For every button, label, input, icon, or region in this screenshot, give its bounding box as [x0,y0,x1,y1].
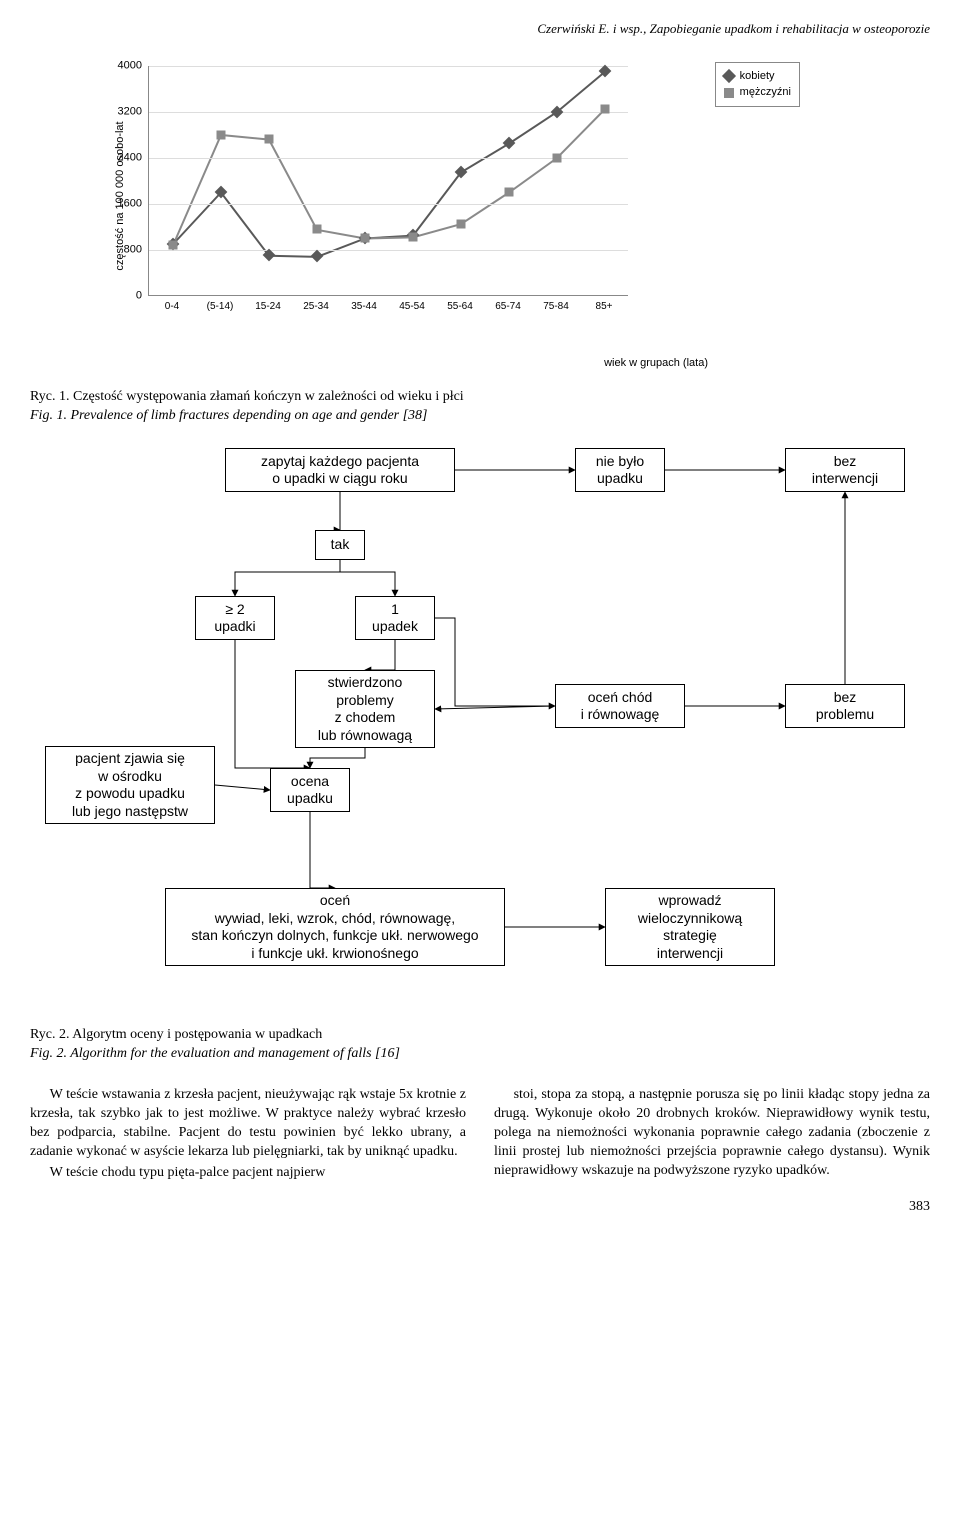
flowchart-node-none: nie było upadku [575,448,665,492]
figure-1-caption-pl: Ryc. 1. Częstość występowania złamań koń… [30,388,930,407]
chart-xtick: (5-14) [207,300,234,314]
flowchart-node-gait: oceń chód i równowagę [555,684,685,728]
flowchart-node-ocena: ocena upadku [270,768,350,812]
chart-ytick: 3200 [118,104,142,119]
chart-figure-1: częstość na 100 000 osobo-lat 0800160024… [100,56,720,336]
chart-legend-item: mężczyźni [724,85,791,100]
figure-2-caption-en: Fig. 2. Algorithm for the evaluation and… [30,1045,930,1064]
chart-ytick: 0 [136,288,142,303]
chart-marker [553,153,562,162]
chart-xtick: 15-24 [255,300,281,314]
chart-ytick: 4000 [118,58,142,73]
body-paragraph: stoi, stopa za stopą, a następnie porusz… [494,1086,930,1180]
chart-xtick: 55-64 [447,300,473,314]
chart-marker [361,234,370,243]
chart-marker [505,188,514,197]
flowchart-node-q: zapytaj każdego pacjenta o upadki w ciąg… [225,448,455,492]
chart-marker [457,219,466,228]
body-paragraph: W teście chodu typu pięta-palce pacjent … [30,1164,466,1183]
flowchart-node-prob: stwierdzono problemy z chodem lub równow… [295,670,435,748]
chart-marker [601,104,610,113]
chart-ytick: 1600 [118,196,142,211]
chart-xtick: 35-44 [351,300,377,314]
chart-legend-item: kobiety [724,69,791,84]
chart-yticks: 08001600240032004000 [100,66,148,296]
chart-marker [169,240,178,249]
body-col-right: stoi, stopa za stopą, a następnie porusz… [494,1086,930,1184]
chart-xtick: 75-84 [543,300,569,314]
legend-label: kobiety [740,69,775,84]
flowchart-node-patient: pacjent zjawia się w ośrodku z powodu up… [45,746,215,824]
flowchart-node-ge2: ≥ 2 upadki [195,596,275,640]
figure-2-caption-pl: Ryc. 2. Algorytm oceny i postępowania w … [30,1026,930,1045]
chart-legend: kobietymężczyźni [715,62,800,108]
flowchart-node-noprob: bez problemu [785,684,905,728]
body-paragraph: W teście wstawania z krzesła pacjent, ni… [30,1086,466,1162]
chart-plot-area [148,66,628,296]
chart-marker [313,225,322,234]
legend-label: mężczyźni [740,85,791,100]
flowchart-node-noint: bez interwencji [785,448,905,492]
figure-1-caption-en: Fig. 1. Prevalence of limb fractures dep… [30,407,930,426]
chart-xtick: 85+ [596,300,613,314]
flowchart-node-assess: oceń wywiad, leki, wzrok, chód, równowag… [165,888,505,966]
diamond-icon [722,69,736,83]
chart-xtick: 25-34 [303,300,329,314]
flowchart-figure-2: zapytaj każdego pacjenta o upadki w ciąg… [45,448,915,1008]
chart-ytick: 2400 [118,150,142,165]
body-col-left: W teście wstawania z krzesła pacjent, ni… [30,1086,466,1184]
flowchart-node-tak: tak [315,530,365,560]
page-number: 383 [30,1198,930,1217]
square-icon [724,88,734,98]
chart-marker [265,135,274,144]
figure-1-caption: Ryc. 1. Częstość występowania złamań koń… [30,388,930,426]
flowchart-node-one: 1 upadek [355,596,435,640]
chart-xtick: 0-4 [165,300,179,314]
chart-xtick: 65-74 [495,300,521,314]
figure-2-caption: Ryc. 2. Algorytm oceny i postępowania w … [30,1026,930,1064]
chart-ytick: 800 [124,242,142,257]
chart-marker [409,232,418,241]
chart-marker [217,130,226,139]
body-columns: W teście wstawania z krzesła pacjent, ni… [30,1086,930,1184]
chart-xtick: 45-54 [399,300,425,314]
running-header: Czerwiński E. i wsp., Zapobieganie upadk… [30,20,930,38]
chart-xlabel: wiek w grupach (lata) [148,356,708,371]
flowchart-node-multi: wprowadź wieloczynnikową strategię inter… [605,888,775,966]
